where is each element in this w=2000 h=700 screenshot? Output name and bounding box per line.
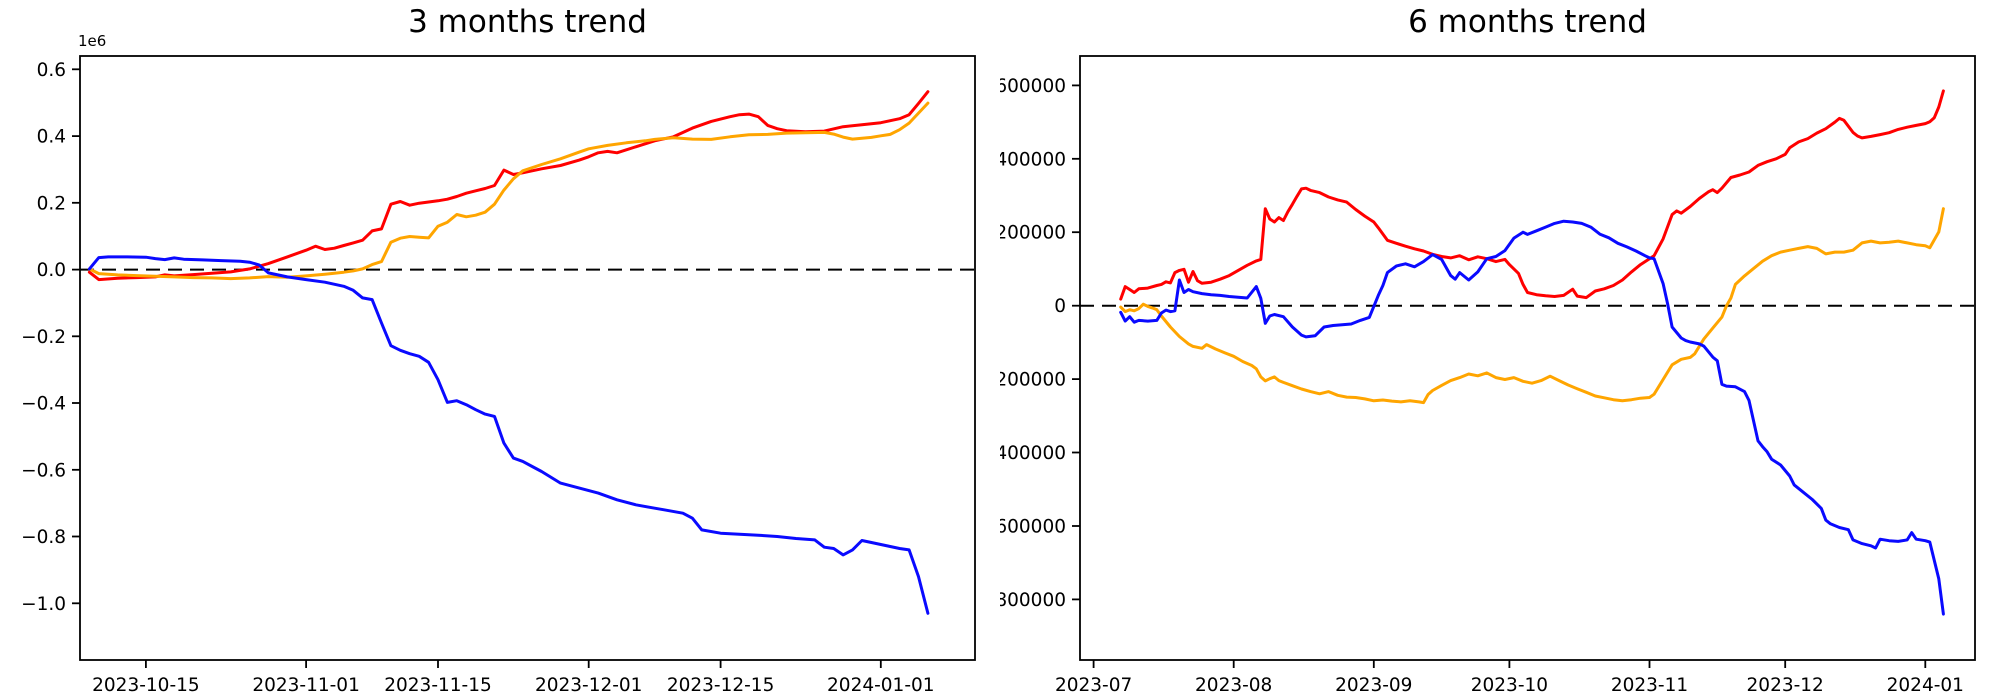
x-tick-label: 2023-07: [1055, 675, 1132, 696]
x-tick-label: 2023-12-01: [535, 675, 643, 696]
orange-series-line: [87, 101, 930, 281]
x-tick-label: 2023-10: [1471, 675, 1548, 696]
y-tick-label: 0.0: [37, 260, 66, 281]
x-tick-label: 2023-09: [1335, 675, 1412, 696]
y-tick-label: 0: [1054, 296, 1066, 317]
y-tick-label: 600000: [1000, 76, 1066, 97]
y-tick-label: 0.4: [37, 127, 66, 148]
plot-area-6-months: 600000 400000 200000 0 −200000 −400000 −600000…: [1000, 55, 1976, 696]
blue-series-line: [1119, 219, 1945, 616]
y-tick-label: −400000: [1000, 443, 1066, 464]
y-tick-label: −0.2: [21, 327, 66, 348]
chart-6-months-trend: 6 months trend 600000 400000 200000 0 −20000…: [1000, 0, 2000, 700]
y-axis-offset-label: 1e6: [78, 32, 107, 50]
plot-area-3-months: 0.6 0.4 0.2 0.0 −0.2 −0.4 −0.6 −0.8 −1.0 2023-10-…: [21, 55, 976, 696]
y-tick-label: −1.0: [21, 594, 66, 615]
x-tick-label: 2023-11-01: [252, 675, 360, 696]
y-tick-label: −200000: [1000, 370, 1066, 391]
y-tick-label: −800000: [1000, 590, 1066, 611]
x-tick-label: 2023-12-15: [667, 675, 775, 696]
chart-title-3-months: 3 months trend: [408, 4, 647, 40]
x-tick-label: 2023-10-15: [92, 675, 200, 696]
x-tick-label: 2023-08: [1195, 675, 1272, 696]
x-tick-label: 2023-11: [1611, 675, 1688, 696]
axes-frame: [79, 55, 976, 661]
y-tick-label: 0.2: [37, 193, 66, 214]
x-tick-label: 2023-11-15: [384, 675, 492, 696]
y-tick-label: 0.6: [37, 60, 66, 81]
red-series-line: [1119, 89, 1945, 301]
y-tick-label: −600000: [1000, 517, 1066, 538]
orange-series-line: [1119, 207, 1945, 405]
y-tick-label: −0.6: [21, 460, 66, 481]
y-tick-label: 400000: [1000, 149, 1066, 170]
y-tick-label: −0.8: [21, 527, 66, 548]
axes-frame: [1079, 55, 1976, 661]
x-tick-label: 2024-01: [1887, 675, 1964, 696]
y-tick-label: −0.4: [21, 394, 66, 415]
x-tick-label: 2023-12: [1747, 675, 1824, 696]
chart-3-months-trend: 3 months trend 1e6 0.6 0.4 0.2 0.0 −0.2 −0.4 −…: [21, 4, 976, 696]
blue-series-line: [87, 255, 930, 615]
y-tick-label: 200000: [1000, 223, 1066, 244]
chart-title-6-months: 6 months trend: [1408, 4, 1647, 40]
red-series-line: [87, 90, 930, 282]
x-tick-label: 2024-01-01: [827, 675, 935, 696]
